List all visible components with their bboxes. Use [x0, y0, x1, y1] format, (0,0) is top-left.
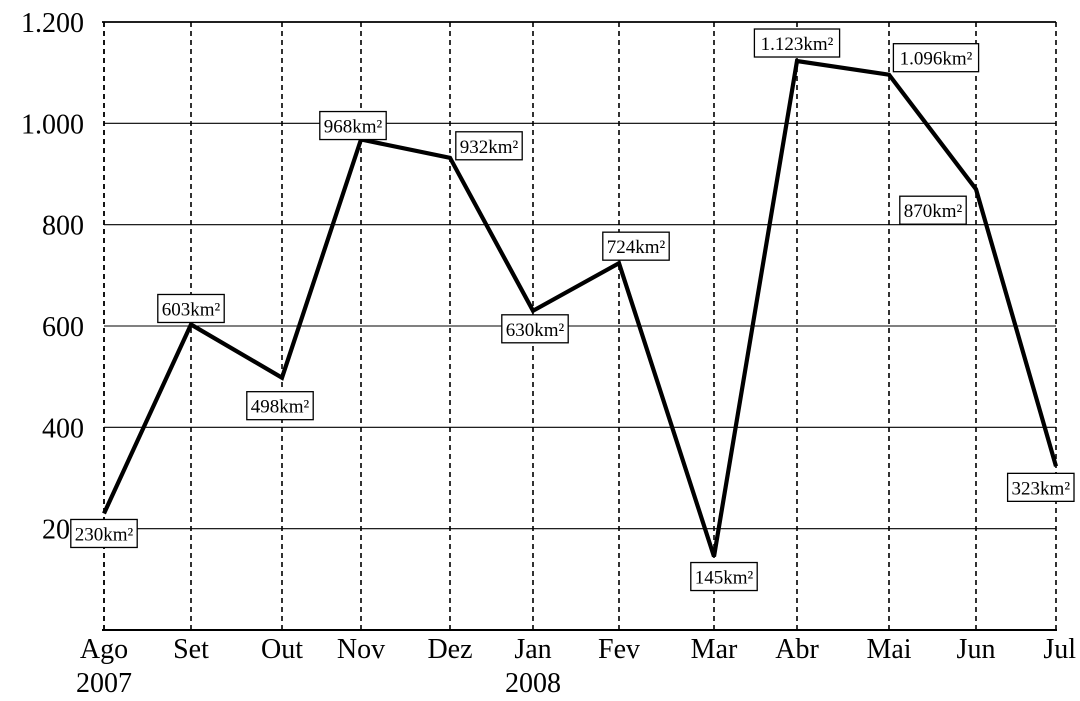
data-label: 630km² — [506, 320, 565, 341]
x-tick-label: Ago — [80, 634, 128, 665]
series-line — [102, 58, 1059, 558]
data-label: 870km² — [904, 201, 963, 222]
x-tick-label: Jan — [514, 634, 551, 665]
data-label-box — [1006, 472, 1075, 502]
data-label-group: 603km² — [157, 293, 225, 324]
data-label-box — [70, 518, 138, 549]
y-tick-label: 600 — [42, 312, 84, 343]
x-tick-label: Set — [173, 634, 209, 665]
x-tick-label: Jul — [1043, 634, 1076, 665]
data-label-group: 1.123km² — [753, 28, 841, 58]
x-tick-label: Mai — [866, 634, 911, 665]
data-label: 603km² — [162, 299, 221, 320]
data-label: 724km² — [607, 237, 666, 258]
data-label-box — [892, 43, 980, 73]
data-label-box — [319, 110, 387, 141]
data-label-box — [602, 231, 670, 261]
y-tick-label: 1.200 — [21, 8, 84, 39]
x-tick-label: Jun — [957, 634, 996, 665]
data-label-group: 230km² — [70, 518, 138, 549]
y-tick-label: 400 — [42, 413, 84, 444]
horizontal-gridlines — [104, 21, 1056, 530]
series-line-group — [102, 58, 1059, 558]
data-label-box — [899, 195, 967, 225]
data-label-box — [157, 293, 225, 324]
data-label-group: 498km² — [246, 391, 314, 421]
data-label: 145km² — [695, 568, 754, 589]
x-tick-label: Dez — [427, 634, 472, 665]
data-label: 230km² — [75, 524, 134, 545]
data-label: 932km² — [460, 137, 519, 158]
x-tick-year-label: 2008 — [505, 668, 561, 699]
data-label-group: 630km² — [501, 314, 569, 344]
data-label: 498km² — [251, 397, 310, 418]
data-label: 968km² — [324, 117, 383, 138]
data-label-group: 323km² — [1006, 472, 1075, 502]
data-label-box — [246, 391, 314, 421]
x-tick-label: Abr — [775, 634, 819, 665]
data-label: 323km² — [1012, 478, 1071, 499]
x-tick-label: Mar — [691, 634, 738, 665]
data-label-box — [501, 314, 569, 344]
data-label: 1.096km² — [900, 49, 973, 70]
y-tick-label: 1.000 — [21, 109, 84, 140]
x-tick-year-label: 2007 — [76, 668, 132, 699]
data-labels: 230km² 603km² 498km² 968km² 932km² 630km² 724k… — [70, 28, 1075, 592]
y-tick-label: 800 — [42, 211, 84, 242]
data-label-group: 145km² — [690, 561, 758, 592]
data-label-group: 870km² — [899, 195, 967, 225]
data-label-box — [753, 28, 841, 58]
data-label-group: 724km² — [602, 231, 670, 261]
x-tick-label: Fev — [598, 634, 640, 665]
vertical-gridlines — [103, 22, 1057, 630]
data-label-group: 932km² — [455, 131, 523, 161]
data-label-box — [690, 561, 758, 592]
data-label-group: 1.096km² — [892, 43, 980, 73]
data-label: 1.123km² — [761, 34, 834, 55]
x-tick-label: Out — [261, 634, 303, 665]
data-label-box — [455, 131, 523, 161]
data-label-group: 968km² — [319, 110, 387, 141]
x-tick-label: Nov — [337, 634, 385, 665]
